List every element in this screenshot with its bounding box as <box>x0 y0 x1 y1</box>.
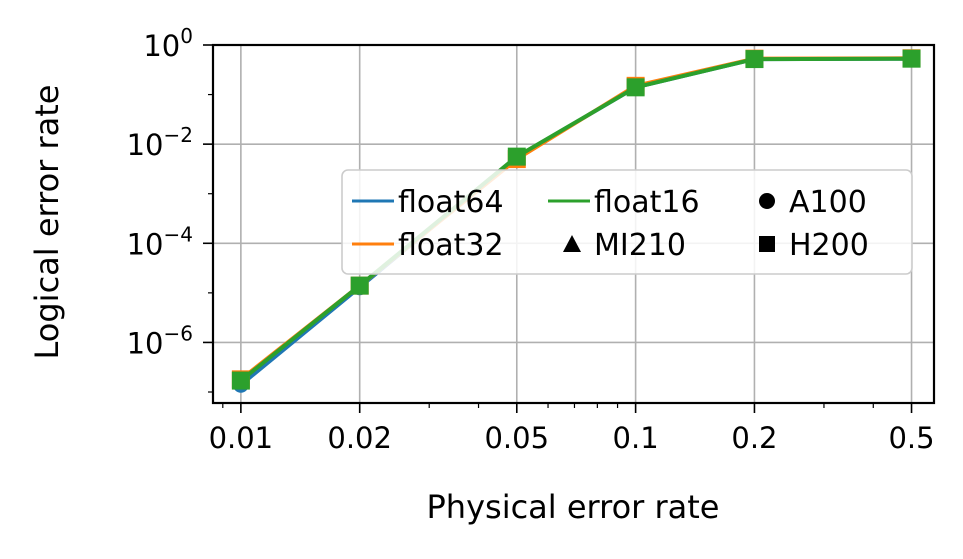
series-layer <box>231 49 921 393</box>
x-axis-label: Physical error rate <box>427 488 720 526</box>
y-tick-label: 10−2 <box>127 123 193 162</box>
legend-label: float64 <box>398 185 504 220</box>
legend-label: float16 <box>594 185 700 220</box>
x-tick-label: 0.2 <box>731 421 777 455</box>
data-point-float16 <box>350 276 369 295</box>
y-tick-label: 10−4 <box>127 222 193 261</box>
legend-label: H200 <box>789 228 869 263</box>
x-tick-label: 0.01 <box>209 421 274 455</box>
data-point-float16 <box>626 78 645 97</box>
data-point-float16 <box>231 371 250 390</box>
y-tick-base: 10 <box>127 128 164 162</box>
y-tick-exponent: −6 <box>164 321 193 345</box>
circle-icon <box>759 193 775 209</box>
data-point-float16 <box>902 49 921 68</box>
data-point-float16 <box>745 50 764 69</box>
y-tick-base: 10 <box>127 326 164 360</box>
data-point-float16 <box>507 147 526 166</box>
legend: float64 float32 float16 MI210 A100 H200 <box>341 169 913 275</box>
y-tick-exponent: −2 <box>164 123 193 147</box>
y-tick-base: 10 <box>143 29 180 63</box>
legend-label: MI210 <box>594 228 686 263</box>
series-line-float16 <box>239 56 912 383</box>
x-tick-label: 0.05 <box>484 421 549 455</box>
y-tick-exponent: −4 <box>164 222 193 246</box>
triangle-icon <box>563 235 581 252</box>
y-tick-label: 100 <box>143 24 193 63</box>
y-tick-exponent: 0 <box>180 24 193 48</box>
x-tick-label: 0.5 <box>888 421 934 455</box>
square-icon <box>759 236 775 252</box>
legend-label: A100 <box>789 185 867 220</box>
y-tick-base: 10 <box>127 227 164 261</box>
x-tick-label: 0.02 <box>327 421 392 455</box>
y-tick-label: 10−6 <box>127 321 193 360</box>
x-tick-label: 0.1 <box>613 421 659 455</box>
axes-frame <box>211 43 936 405</box>
legend-label: float32 <box>398 228 504 263</box>
y-axis-label: Logical error rate <box>28 85 66 360</box>
